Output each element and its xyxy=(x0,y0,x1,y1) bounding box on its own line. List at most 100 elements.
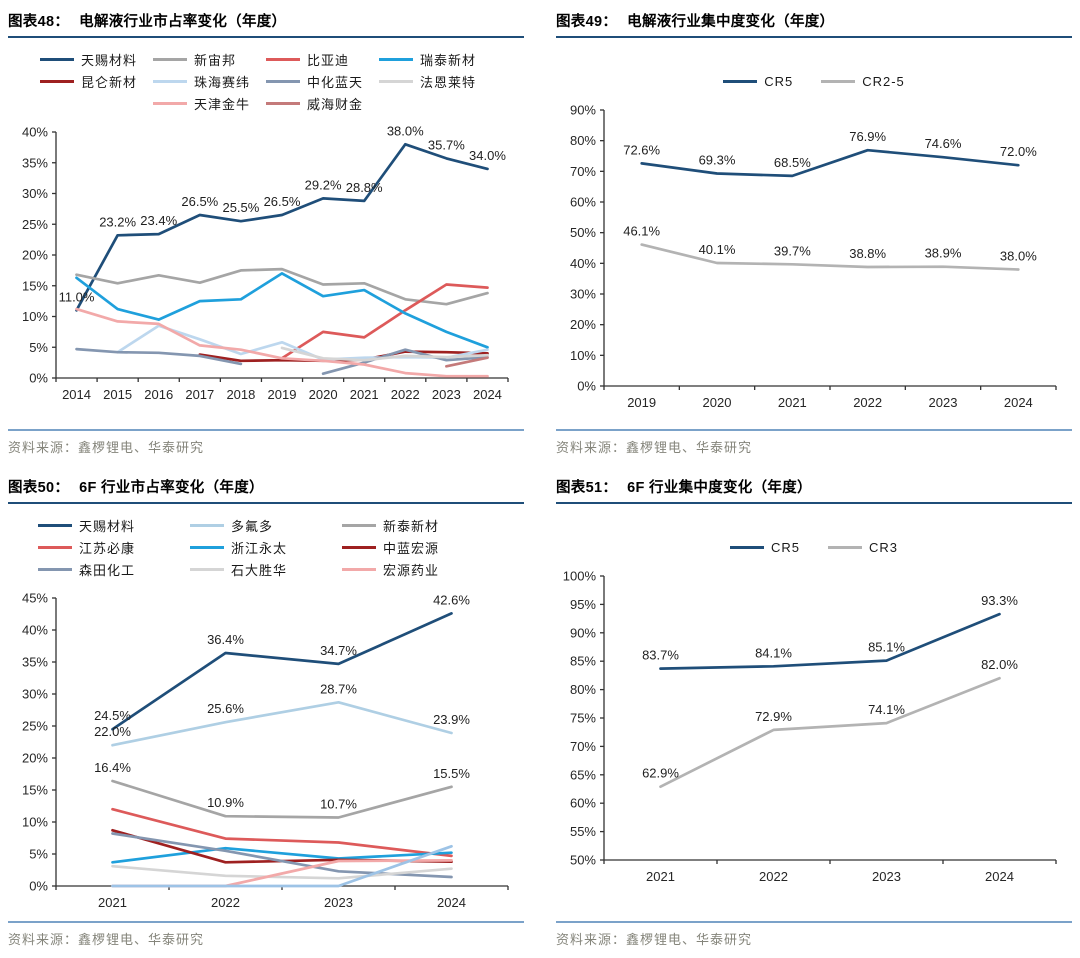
legend-item: 法恩莱特 xyxy=(379,70,492,92)
svg-text:2020: 2020 xyxy=(703,395,732,410)
legend-label: 珠海赛纬 xyxy=(194,74,251,90)
svg-text:5%: 5% xyxy=(29,847,48,862)
legend-item: 天赐材料 xyxy=(38,514,190,536)
svg-text:74.1%: 74.1% xyxy=(868,702,905,717)
legend-label: 瑞泰新材 xyxy=(420,52,477,68)
legend-item: 浙江永太 xyxy=(190,536,342,558)
legend-line-swatch xyxy=(190,523,224,527)
chart-legend: 天赐材料 新宙邦 比亚迪 瑞泰新材昆仑新材 珠海赛纬 中化蓝天 法恩莱特天津金牛 威海财金 xyxy=(27,48,505,114)
legend-label: 昆仑新材 xyxy=(81,74,138,90)
svg-text:2021: 2021 xyxy=(350,387,379,402)
source-note: 资料来源：鑫椤锂电、华泰研究 xyxy=(8,921,524,948)
legend-label: 森田化工 xyxy=(79,562,136,578)
svg-text:5%: 5% xyxy=(29,340,48,355)
legend-label: 中蓝宏源 xyxy=(383,540,440,556)
legend-item: CR5 xyxy=(729,536,800,558)
source-text: 资料来源：鑫椤锂电、华泰研究 xyxy=(556,440,753,455)
svg-text:2023: 2023 xyxy=(872,869,901,884)
chart-panel-figure-48: 图表48： 电解液行业市占率变化（年度） 天赐材料 新宙邦 比亚迪 瑞泰新材 昆仑新材 珠海… xyxy=(8,10,524,456)
svg-text:72.6%: 72.6% xyxy=(623,142,660,157)
svg-text:16.4%: 16.4% xyxy=(94,760,131,775)
svg-text:40.1%: 40.1% xyxy=(699,242,736,257)
svg-text:23.2%: 23.2% xyxy=(99,214,136,229)
svg-text:25%: 25% xyxy=(22,719,48,734)
report-figure-grid: 图表48： 电解液行业市占率变化（年度） 天赐材料 新宙邦 比亚迪 瑞泰新材 昆仑新材 珠海… xyxy=(8,10,1072,948)
legend-label: 宏源药业 xyxy=(383,562,440,578)
legend-line-swatch xyxy=(342,523,376,527)
legend-item: 天赐材料 xyxy=(40,48,153,70)
svg-text:46.1%: 46.1% xyxy=(623,224,660,239)
svg-text:2023: 2023 xyxy=(432,387,461,402)
legend-line-swatch xyxy=(190,545,224,549)
legend-item: 石大胜华 xyxy=(190,558,342,580)
svg-text:34.7%: 34.7% xyxy=(320,643,357,658)
svg-text:74.6%: 74.6% xyxy=(925,136,962,151)
figure-title-bar: 图表49： 电解液行业集中度变化（年度） xyxy=(556,10,1072,38)
legend-label: 多氟多 xyxy=(231,518,274,534)
legend-item: 宏源药业 xyxy=(342,558,494,580)
legend-line-swatch xyxy=(38,523,72,527)
svg-text:2022: 2022 xyxy=(391,387,420,402)
svg-text:10.9%: 10.9% xyxy=(207,795,244,810)
svg-text:22.0%: 22.0% xyxy=(94,724,131,739)
legend-line-swatch xyxy=(38,567,72,571)
legend-line-swatch xyxy=(153,101,187,105)
chart-panel-figure-50: 图表50： 6F 行业市占率变化（年度） 天赐材料 多氟多 新泰新材江苏必康 浙江永太 中… xyxy=(8,476,524,948)
legend-label: 天津金牛 xyxy=(194,96,251,112)
legend-line-swatch xyxy=(729,545,764,549)
source-text: 资料来源：鑫椤锂电、华泰研究 xyxy=(8,440,205,455)
legend-item: 新泰新材 xyxy=(342,514,494,536)
figure-title: 电解液行业集中度变化（年度） xyxy=(627,14,835,30)
figure-label: 图表50： xyxy=(8,480,70,496)
svg-text:93.3%: 93.3% xyxy=(981,593,1018,608)
svg-text:72.9%: 72.9% xyxy=(755,709,792,724)
legend-label: 江苏必康 xyxy=(79,540,136,556)
legend-item: 瑞泰新材 xyxy=(379,48,492,70)
chart-legend: 天赐材料 多氟多 新泰新材江苏必康 浙江永太 中蓝宏源森田化工 石大胜华 宏源药业 xyxy=(32,514,500,580)
svg-text:2024: 2024 xyxy=(437,895,466,910)
svg-text:85.1%: 85.1% xyxy=(868,640,905,655)
svg-text:83.7%: 83.7% xyxy=(642,648,679,663)
svg-text:90%: 90% xyxy=(570,625,596,640)
legend-line-swatch xyxy=(266,79,300,83)
svg-text:90%: 90% xyxy=(570,103,596,118)
svg-text:40%: 40% xyxy=(22,623,48,638)
svg-text:39.7%: 39.7% xyxy=(774,243,811,258)
legend-item: 中化蓝天 xyxy=(266,70,379,92)
svg-text:15%: 15% xyxy=(22,278,48,293)
svg-text:15%: 15% xyxy=(22,783,48,798)
legend-item: 中蓝宏源 xyxy=(342,536,494,558)
svg-text:69.3%: 69.3% xyxy=(699,152,736,167)
svg-text:28.7%: 28.7% xyxy=(320,681,357,696)
chart-panel-figure-51: 图表51： 6F 行业集中度变化（年度） CR5 CR3 50% 55% 60% 65% 7… xyxy=(556,476,1072,948)
svg-text:76.9%: 76.9% xyxy=(849,129,886,144)
svg-text:75%: 75% xyxy=(570,711,596,726)
legend-label: 天赐材料 xyxy=(81,52,138,68)
chart-legend: CR5 CR3 xyxy=(556,536,1072,558)
svg-text:2019: 2019 xyxy=(627,395,656,410)
figure-title-bar: 图表51： 6F 行业集中度变化（年度） xyxy=(556,476,1072,504)
svg-text:2022: 2022 xyxy=(759,869,788,884)
legend-item: 昆仑新材 xyxy=(40,70,153,92)
svg-text:60%: 60% xyxy=(570,796,596,811)
svg-text:62.9%: 62.9% xyxy=(642,766,679,781)
svg-text:40%: 40% xyxy=(22,125,48,140)
svg-text:2015: 2015 xyxy=(103,387,132,402)
svg-text:0%: 0% xyxy=(29,879,48,894)
svg-text:35%: 35% xyxy=(22,155,48,170)
legend-line-swatch xyxy=(153,57,187,61)
legend-line-swatch xyxy=(40,57,74,61)
legend-label: 新宙邦 xyxy=(194,52,237,68)
svg-text:2014: 2014 xyxy=(62,387,91,402)
chart-area: 0% 5% 10% 15% 20% 25% 30% 35% 40% 2014 2015 2016 201… xyxy=(8,116,524,413)
legend-label: 比亚迪 xyxy=(307,52,350,68)
svg-text:25.6%: 25.6% xyxy=(207,701,244,716)
chart-legend: CR5 CR2-5 xyxy=(556,70,1072,92)
svg-text:2021: 2021 xyxy=(778,395,807,410)
figure-title: 6F 行业市占率变化（年度） xyxy=(79,480,264,496)
svg-text:50%: 50% xyxy=(570,225,596,240)
svg-text:28.8%: 28.8% xyxy=(346,180,383,195)
legend-item: CR3 xyxy=(828,536,898,558)
legend-item: 威海财金 xyxy=(266,92,379,114)
svg-text:72.0%: 72.0% xyxy=(1000,144,1037,159)
